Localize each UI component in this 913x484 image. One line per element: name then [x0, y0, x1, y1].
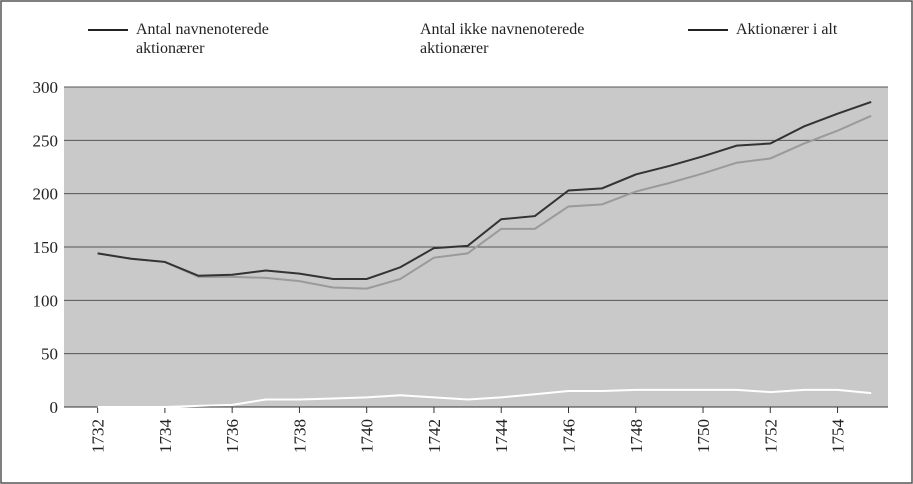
y-tick-label: 100	[33, 291, 59, 310]
x-tick-label: 1752	[761, 419, 780, 453]
x-tick-label: 1736	[223, 419, 242, 453]
y-tick-label: 250	[33, 131, 59, 150]
legend-item: Antal ikke navnenoterede aktionærer	[372, 20, 662, 58]
y-tick-label: 300	[33, 78, 59, 97]
legend-label: Antal navnenoterede aktionærer	[136, 21, 269, 57]
y-tick-label: 200	[33, 185, 59, 204]
x-tick-label: 1738	[290, 419, 309, 453]
y-tick-label: 0	[50, 398, 59, 417]
series-line	[97, 114, 872, 290]
x-tick-label: 1750	[694, 419, 713, 453]
series-line	[97, 100, 872, 280]
legend-item: Antal navnenoterede aktionærer	[88, 20, 338, 58]
legend-label: Antal ikke navnenoterede aktionærer	[420, 21, 585, 57]
legend-item: Aktionærer i alt	[688, 20, 908, 39]
series-line	[97, 388, 872, 408]
legend-label: Aktionærer i alt	[736, 21, 838, 38]
x-tick-label: 1746	[559, 419, 578, 453]
y-tick-label: 150	[33, 238, 59, 257]
x-tick-label: 1754	[829, 419, 848, 454]
x-tick-label: 1740	[358, 419, 377, 453]
legend-swatch	[372, 29, 412, 31]
legend-swatch	[88, 29, 128, 31]
x-tick-label: 1748	[627, 419, 646, 453]
x-tick-label: 1732	[89, 419, 108, 453]
y-tick-label: 50	[41, 345, 58, 364]
x-tick-label: 1744	[492, 419, 511, 454]
x-tick-label: 1734	[156, 419, 175, 454]
legend-swatch	[688, 29, 728, 31]
x-tick-label: 1742	[425, 419, 444, 453]
